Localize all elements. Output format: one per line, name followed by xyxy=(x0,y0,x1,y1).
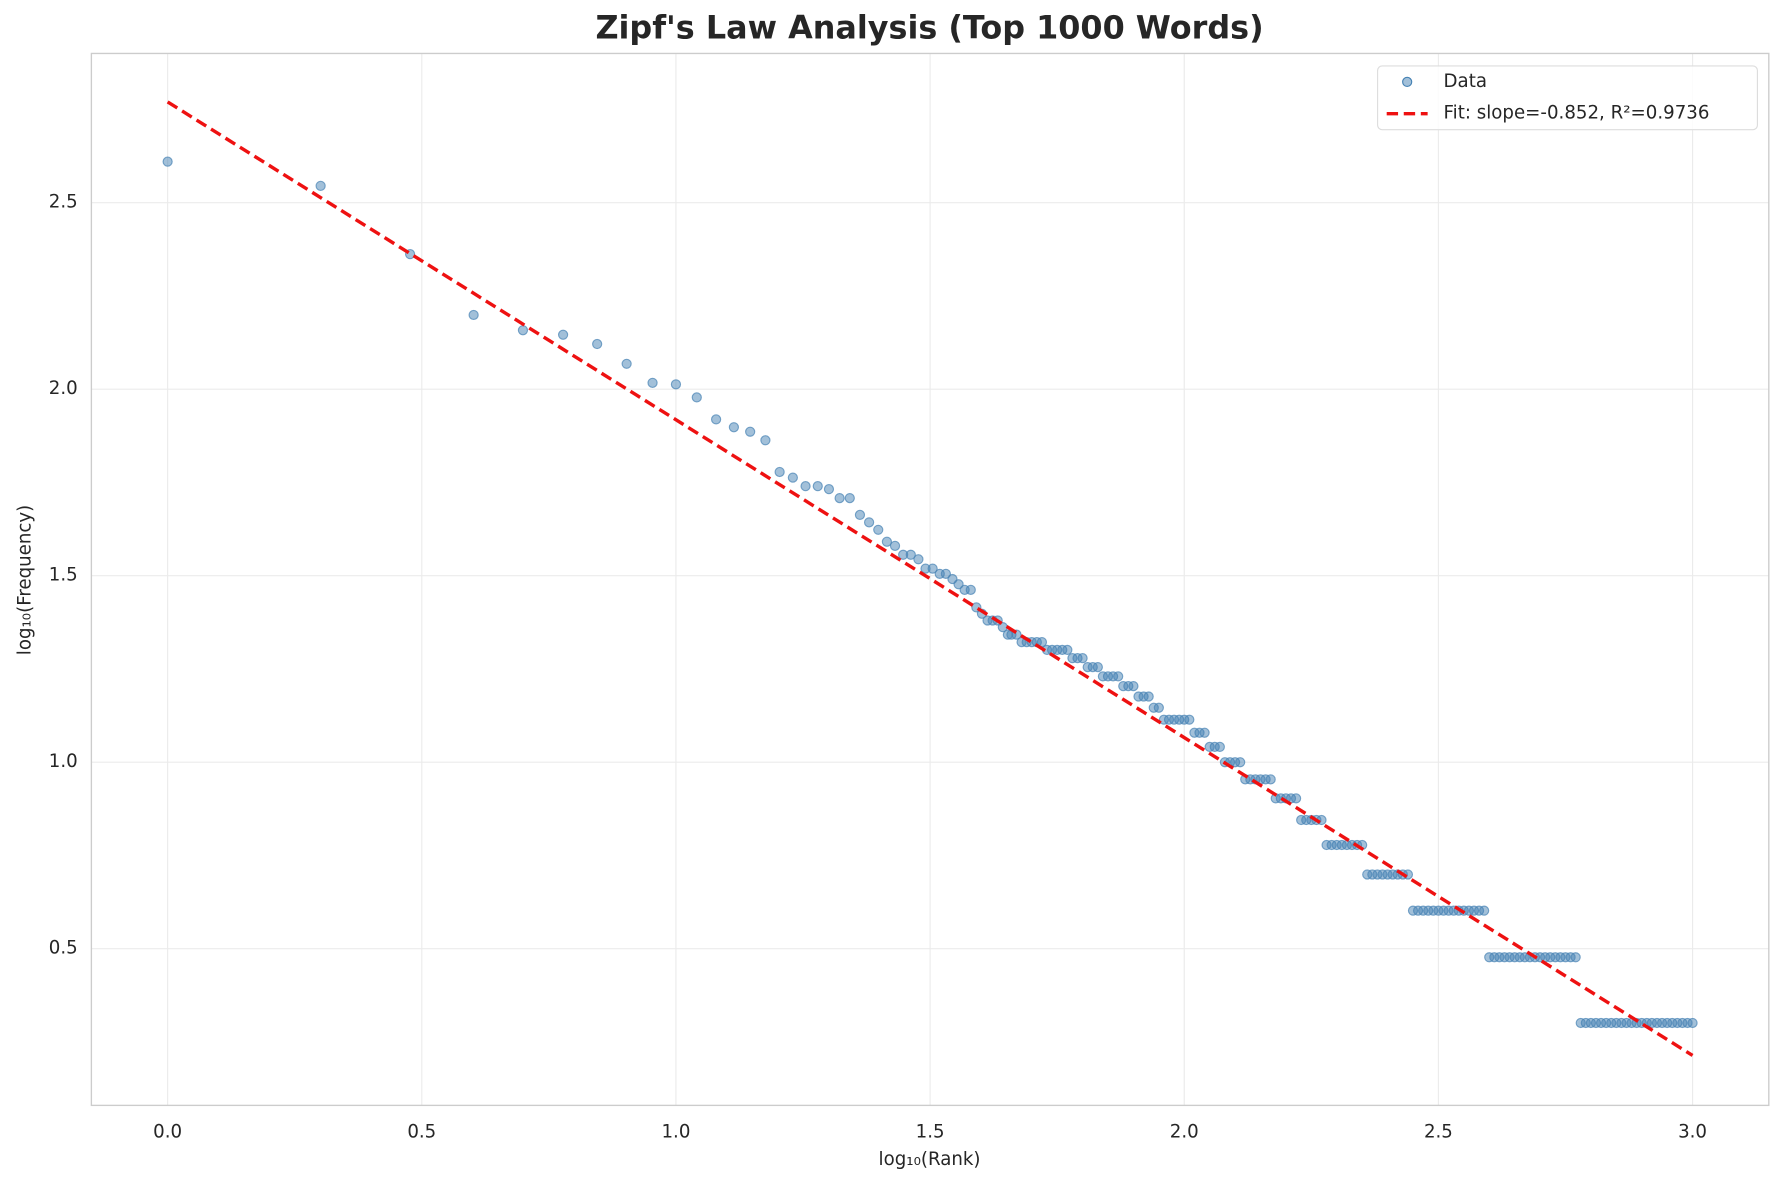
data-point xyxy=(162,156,173,167)
data-point xyxy=(670,379,682,390)
x-tick-label: 1.5 xyxy=(916,1122,945,1143)
y-tick-label: 1.5 xyxy=(49,565,78,586)
data-point xyxy=(1113,671,1124,682)
y-tick-label: 1.0 xyxy=(49,751,78,772)
data-point xyxy=(1214,741,1225,753)
data-point xyxy=(621,358,632,369)
data-point xyxy=(468,309,479,321)
data-point xyxy=(812,481,823,492)
data-point xyxy=(834,492,845,504)
data-point xyxy=(1077,653,1088,664)
legend-label: Data xyxy=(1444,71,1487,92)
data-point xyxy=(1687,1017,1698,1029)
data-point xyxy=(927,563,938,574)
plot-frame xyxy=(90,52,1770,1107)
data-point xyxy=(1570,952,1581,963)
data-point xyxy=(760,435,771,446)
data-point xyxy=(800,481,811,492)
y-tick-label: 0.5 xyxy=(49,938,78,959)
fit-line xyxy=(166,100,1694,1057)
data-point xyxy=(913,554,924,565)
data-point xyxy=(1479,905,1490,916)
data-point xyxy=(1184,714,1195,725)
data-point xyxy=(1153,702,1164,713)
y-tick-label: 2.5 xyxy=(49,192,78,213)
x-tick-label: 1.0 xyxy=(661,1122,690,1143)
data-point xyxy=(873,524,884,535)
data-point xyxy=(517,325,529,336)
data-point xyxy=(1092,661,1103,673)
data-point xyxy=(592,338,603,350)
x-tick-label: 0.5 xyxy=(407,1122,436,1143)
data-point xyxy=(889,540,901,551)
y-axis-label: log₁₀(Frequency) xyxy=(14,505,35,655)
chart-title: Zipf's Law Analysis (Top 1000 Words) xyxy=(595,9,1263,47)
x-tick-label: 3.0 xyxy=(1678,1122,1707,1143)
data-point xyxy=(881,536,893,547)
x-axis-label: log₁₀(Rank) xyxy=(879,1149,981,1170)
data-point xyxy=(1199,727,1210,738)
x-tick-label: 2.0 xyxy=(1170,1122,1199,1143)
data-point xyxy=(863,517,875,528)
legend-box xyxy=(1377,65,1759,131)
data-point xyxy=(557,329,569,340)
data-point xyxy=(823,484,835,495)
data-point xyxy=(1128,680,1139,692)
data-point xyxy=(854,509,866,521)
data-point xyxy=(1062,644,1073,656)
data-point xyxy=(315,180,326,191)
data-point xyxy=(905,549,916,560)
data-point xyxy=(1235,757,1246,768)
data-point xyxy=(774,466,785,478)
data-point xyxy=(745,426,756,437)
data-point xyxy=(691,392,702,403)
x-tick-label: 2.5 xyxy=(1424,1122,1453,1143)
data-point xyxy=(940,568,951,579)
data-point xyxy=(710,414,722,425)
legend-label: Fit: slope=-0.852, R²=0.9736 xyxy=(1444,103,1710,124)
data-point xyxy=(965,584,976,595)
y-tick-label: 2.0 xyxy=(49,378,78,399)
scatter-points xyxy=(162,156,1698,1029)
data-point xyxy=(844,492,855,504)
data-point xyxy=(728,422,740,433)
x-tick-label: 0.0 xyxy=(153,1122,182,1143)
data-point xyxy=(1290,793,1302,804)
legend-marker xyxy=(1402,76,1413,87)
data-point xyxy=(787,472,798,483)
data-point xyxy=(647,377,658,388)
data-point xyxy=(1143,691,1154,702)
legend: Data Fit: slope=-0.852, R²=0.9736 xyxy=(1377,65,1759,131)
data-point xyxy=(1265,774,1276,785)
